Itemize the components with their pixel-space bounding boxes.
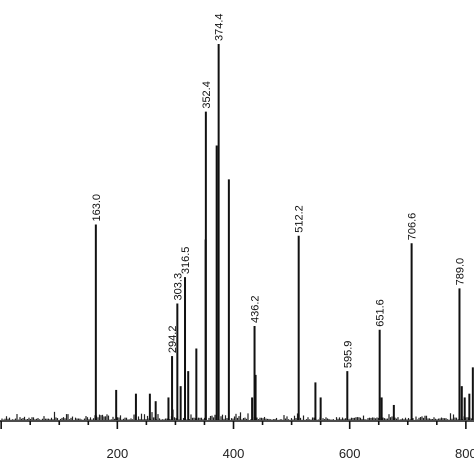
peak-label: 352.4 <box>201 81 213 109</box>
baseline-noise <box>1 409 473 420</box>
peak-label: 436.2 <box>250 295 262 323</box>
x-tick-label: 800 <box>455 446 474 461</box>
peak-label: 316.5 <box>180 247 192 275</box>
peak-label: 789.0 <box>454 258 466 286</box>
peak-label: 706.6 <box>407 213 419 241</box>
x-axis-ticks: 200 400 600 800 <box>0 421 474 461</box>
x-tick-label: 600 <box>339 446 361 461</box>
peaks-layer <box>94 44 474 420</box>
peak-label: 374.4 <box>214 13 226 41</box>
peak-label: 303.3 <box>172 273 184 301</box>
peak-label: 163.0 <box>91 194 103 222</box>
peak-label: 651.6 <box>375 299 387 327</box>
peak-label: 512.2 <box>294 205 306 233</box>
peak-label: 294.2 <box>167 326 179 354</box>
x-tick-label: 200 <box>106 446 128 461</box>
peak-label: 595.9 <box>342 341 354 369</box>
x-tick-label: 400 <box>223 446 245 461</box>
